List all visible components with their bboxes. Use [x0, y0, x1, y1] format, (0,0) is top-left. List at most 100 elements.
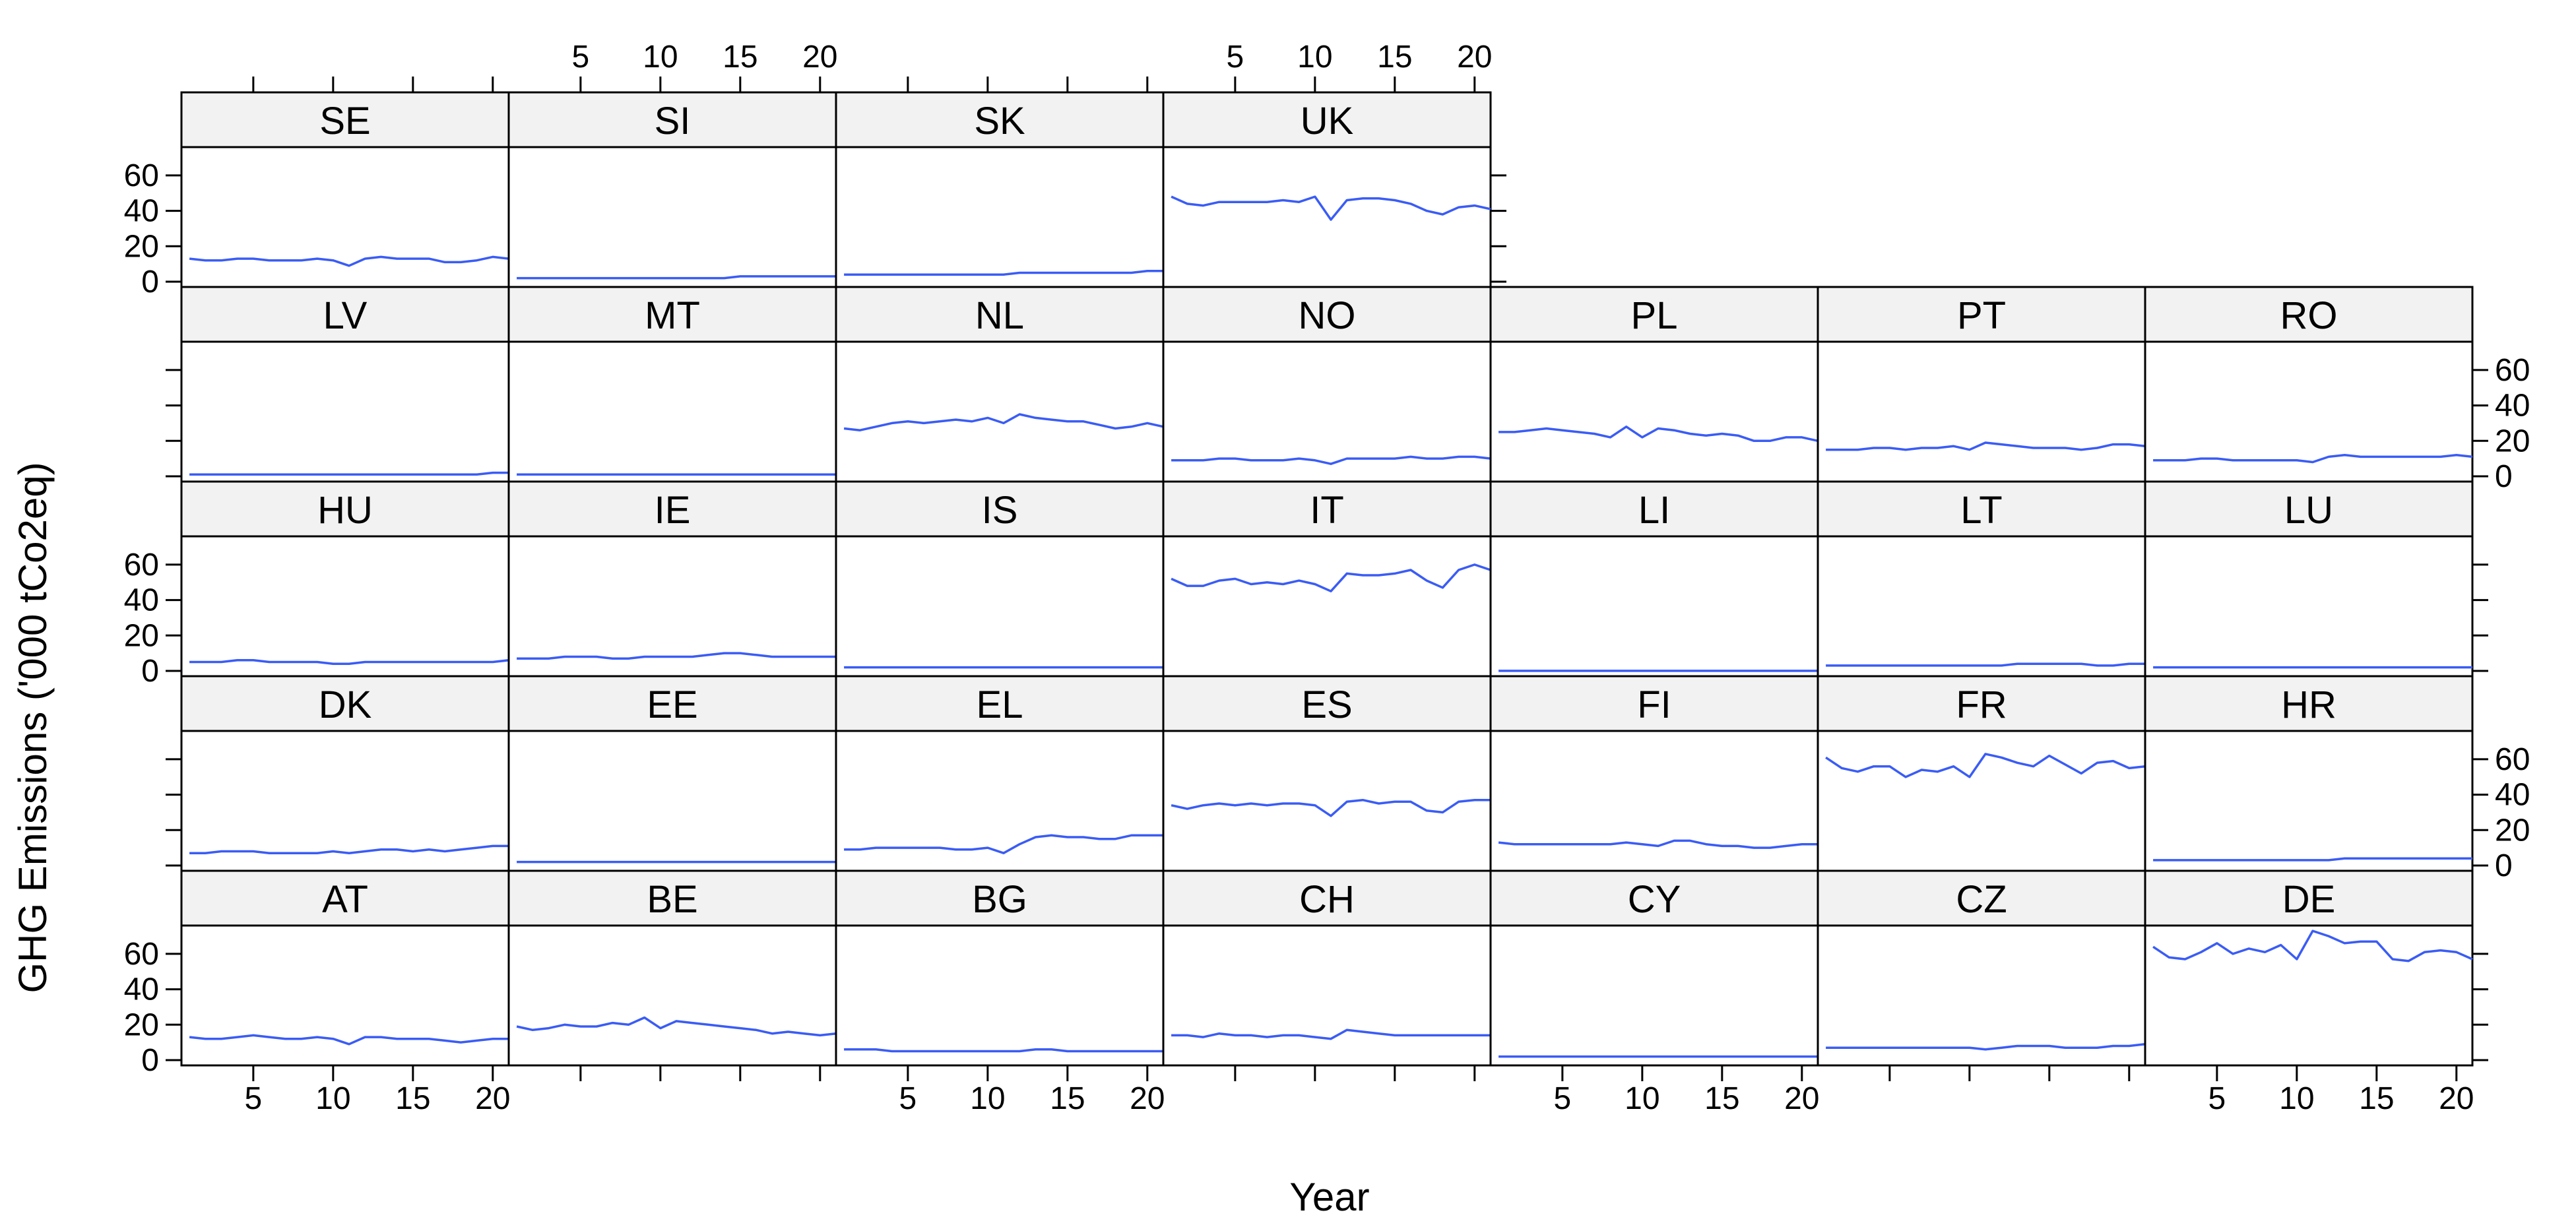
strip-label-ie: IE [655, 489, 691, 532]
plot-area-ie [507, 535, 837, 678]
panel-hr: HR [2144, 675, 2474, 872]
series-line-pt [1826, 441, 2146, 451]
plot-area-hu [180, 535, 510, 678]
strip-label-pt: PT [1957, 294, 2006, 337]
panel-pl: PL [1489, 286, 1819, 483]
plot-area-ch [1162, 924, 1492, 1067]
x-axis-bottom-col-2: 5 10 15 20 [899, 1065, 1165, 1116]
x-axis-bottom-col-1 [579, 1065, 821, 1081]
y-tick-label: 60 [124, 548, 159, 583]
series-line-ro [2153, 453, 2473, 464]
panel-mt: MT [507, 286, 837, 483]
plot-area-cz [1817, 924, 2146, 1067]
x-tick-label: 5 [1554, 1081, 1572, 1116]
panel-pt: PT [1817, 286, 2146, 483]
panel-de: DE [2144, 869, 2474, 1067]
strip-hr [2144, 675, 2474, 732]
plot-area-fi [1489, 730, 1819, 872]
y-axis-right-row-0 [2472, 953, 2488, 1061]
strip-no [1162, 286, 1492, 343]
panel-uk: UK [1162, 91, 1492, 288]
y-tick-label: 0 [141, 265, 159, 299]
panel-cy: CY [1489, 869, 1819, 1067]
plot-area-ee [507, 730, 837, 872]
panel-is: IS [835, 480, 1165, 678]
strip-label-mt: MT [645, 294, 700, 337]
series-line-uk [1171, 195, 1491, 221]
x-tick-label: 10 [315, 1081, 350, 1116]
strip-label-ee: EE [647, 683, 697, 726]
strip-label-sk: SK [974, 100, 1025, 142]
y-tick-label: 0 [2495, 848, 2513, 883]
strip-hu [180, 480, 510, 538]
x-tick-label: 10 [2279, 1081, 2314, 1116]
x-axis-bottom-col-0: 5 10 15 20 [245, 1065, 511, 1116]
panel-fr: FR [1817, 675, 2146, 872]
panel-be: BE [507, 869, 837, 1067]
panel-ee: EE [507, 675, 837, 872]
y-tick-label: 60 [124, 937, 159, 972]
plot-area-bg [835, 924, 1165, 1067]
plot-area-it [1162, 535, 1492, 678]
strip-ie [507, 480, 837, 538]
strip-label-li: LI [1638, 489, 1670, 532]
series-line-ch [1171, 1028, 1491, 1040]
y-tick-label: 20 [124, 229, 159, 264]
y-tick-label: 40 [124, 194, 159, 229]
series-line-dk [189, 844, 509, 854]
strip-label-fi: FI [1637, 683, 1671, 726]
strip-label-fr: FR [1956, 683, 2007, 726]
x-axis-bottom-col-5 [1888, 1065, 2131, 1081]
plot-area-no [1162, 340, 1492, 483]
panel-es: ES [1162, 675, 1492, 872]
x-axis-bottom-col-4: 5 10 15 20 [1554, 1065, 1820, 1116]
strip-mt [507, 286, 837, 343]
plot-area-be [507, 924, 837, 1067]
x-axis-top-col-1: 5 10 15 20 [572, 40, 838, 92]
plot-area-nl [835, 340, 1165, 483]
strip-label-no: NO [1299, 294, 1356, 337]
panel-hu: HU [180, 480, 510, 678]
strip-label-dk: DK [319, 683, 372, 726]
strip-label-hu: HU [317, 489, 373, 532]
x-tick-label: 5 [1227, 40, 1244, 75]
series-line-bg [844, 1048, 1163, 1053]
series-line-fr [1825, 753, 2146, 778]
plot-area-pt [1817, 340, 2146, 483]
series-line-ie [517, 652, 836, 660]
strip-at [180, 869, 510, 927]
x-tick-label: 15 [1050, 1081, 1085, 1116]
plot-area-mt [507, 340, 837, 483]
x-axis-bottom-col-3 [1234, 1065, 1476, 1081]
x-axis-title: Year [1289, 1175, 1369, 1219]
x-tick-label: 10 [970, 1081, 1005, 1116]
panel-lu: LU [2144, 480, 2474, 678]
strip-label-be: BE [647, 878, 697, 921]
strip-label-ch: CH [1299, 878, 1355, 921]
x-tick-label: 10 [1297, 40, 1332, 75]
y-tick-label: 0 [141, 1043, 159, 1078]
plot-area-at [180, 924, 510, 1067]
x-tick-label: 15 [723, 40, 757, 75]
y-tick-label: 0 [2495, 459, 2513, 494]
panel-it: IT [1162, 480, 1492, 678]
panel-fi: FI [1489, 675, 1819, 872]
series-line-sk [844, 270, 1163, 276]
panel-el: EL [835, 675, 1165, 872]
x-tick-label: 5 [572, 40, 590, 75]
series-line-lv [189, 471, 509, 476]
strip-label-ro: RO [2280, 294, 2338, 337]
panel-ro: RO [2144, 286, 2474, 483]
x-tick-label: 20 [802, 40, 837, 75]
series-line-se [189, 255, 509, 267]
panel-li: LI [1489, 480, 1819, 678]
series-line-nl [843, 413, 1164, 431]
panel-lv: LV [180, 286, 510, 483]
plot-area-lu [2144, 535, 2474, 678]
strip-label-lu: LU [2284, 489, 2333, 532]
strip-lv [180, 286, 510, 343]
